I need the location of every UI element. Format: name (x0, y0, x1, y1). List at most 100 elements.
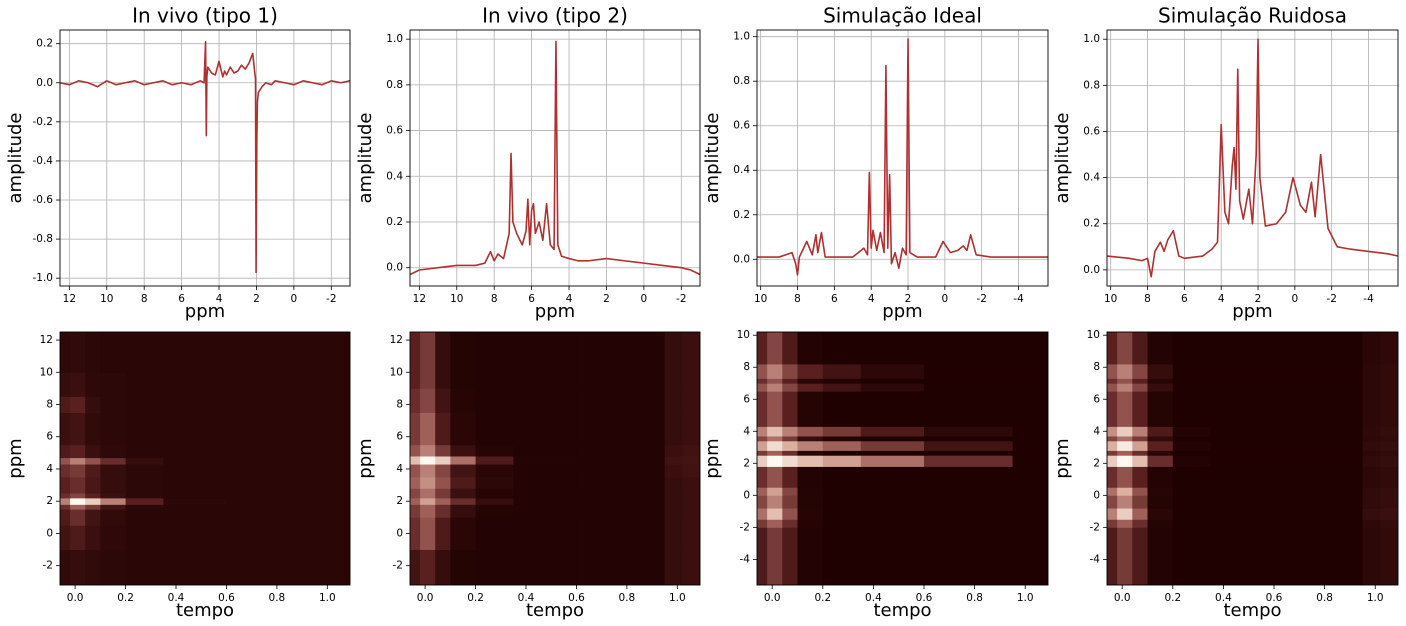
heatmap-cell (226, 332, 316, 373)
heatmap-cell (924, 527, 1013, 585)
heatmap-cell (664, 332, 683, 389)
heatmap-cell (435, 456, 451, 465)
heatmap-cell (822, 440, 862, 451)
heatmap-cell (85, 396, 101, 413)
heatmap-cell (924, 440, 1013, 451)
heatmap-cell (924, 450, 1013, 456)
heatmap-cell (226, 509, 316, 526)
heatmap-cell (782, 364, 798, 379)
heatmap-cell (226, 457, 316, 465)
heatmap-cell (85, 372, 101, 397)
heatmap-cell (125, 457, 164, 465)
heatmap-cell (100, 457, 126, 465)
heatmap-cell (450, 488, 476, 499)
heatmap-cell (797, 487, 824, 496)
x-tick-label: 12 (63, 293, 76, 305)
heatmap-cell (1172, 519, 1212, 528)
y-tick-label: 0.6 (1083, 125, 1100, 137)
heatmap-cell (860, 455, 925, 467)
heatmap-cell (757, 519, 768, 528)
y-tick-label: 8 (46, 399, 53, 411)
heatmap-cell (450, 412, 476, 446)
x-tick-label: 0.6 (1266, 592, 1283, 604)
heatmap-cell (420, 464, 436, 478)
heatmap-cell (1132, 426, 1148, 437)
heatmap-cell (100, 493, 126, 499)
y-tick-label: 1.0 (733, 31, 750, 43)
heatmap-cell (226, 372, 316, 397)
heatmap-cell (1210, 364, 1275, 379)
heatmap-cell (664, 464, 683, 478)
heatmap-cell (782, 332, 798, 365)
heatmap-cell (1362, 364, 1381, 379)
heatmap-cell (60, 464, 71, 478)
heatmap-cell (70, 509, 86, 526)
heatmap-cell (1362, 466, 1381, 488)
heatmap-cell (797, 383, 824, 392)
heatmap-cell (782, 466, 798, 488)
heatmap-cell (420, 517, 436, 550)
heatmap-cell (860, 391, 925, 427)
heatmap-cell (85, 549, 101, 585)
chart-title: In vivo (tipo 2) (482, 4, 628, 28)
heatmap-cell (125, 477, 164, 494)
heatmap-cell (576, 332, 666, 389)
heatmap-cell (822, 519, 862, 528)
heatmap-cell (664, 412, 683, 446)
heatmap-cell (1362, 527, 1381, 585)
y-tick-label: 4 (743, 425, 750, 437)
heatmap-cell (100, 396, 126, 413)
heatmap-cell (100, 509, 126, 526)
heatmap-cell (682, 497, 700, 505)
heatmap-cell (450, 517, 476, 550)
heatmap-cell (1362, 508, 1381, 520)
heatmap-cell (163, 464, 227, 478)
heatmap-cell (1274, 426, 1363, 437)
heatmap-cell (163, 332, 227, 373)
heatmap-cell (420, 388, 436, 413)
heatmap-cell (664, 488, 683, 499)
x-axis-label: ppm (185, 301, 225, 322)
heatmap-cell (682, 388, 700, 413)
heatmap-cell (1380, 364, 1398, 379)
heatmap-cell (1147, 527, 1174, 585)
axes-frame (59, 331, 351, 586)
heatmap-cell (420, 456, 436, 465)
heatmap-cell (767, 455, 783, 467)
heatmap-cell (576, 488, 666, 499)
heatmap-cell (85, 509, 101, 526)
y-tick-label: -2 (740, 521, 750, 533)
heatmap-cell (664, 444, 683, 457)
heatmap-cell (1147, 426, 1174, 437)
heatmap-cell (1147, 508, 1174, 520)
heatmap-cell (1362, 519, 1381, 528)
heatmap-cell (450, 464, 476, 478)
heatmap-cell (682, 332, 700, 389)
heatmap-cell (435, 497, 451, 505)
heatmap-cell (435, 488, 451, 499)
heatmap-cell (822, 487, 862, 496)
heatmap-cell (1172, 527, 1212, 585)
heatmap-cell (314, 444, 333, 459)
heatmap-cell (70, 497, 86, 505)
heatmap-cell (332, 396, 350, 413)
heatmap-cell (924, 436, 1013, 442)
heatmap-cell (475, 549, 514, 585)
subplot: 0.0 0.2 0.4 0.6 0.8 1.0 -4 -2 0 2 4 6 8 10 tempo ppm (702, 329, 1049, 621)
heatmap-cell (70, 332, 86, 373)
heatmap-cell (576, 444, 666, 457)
heatmap-cell (332, 372, 350, 397)
heatmap-cell (1147, 495, 1174, 509)
y-tick-label: 8 (743, 361, 750, 373)
plot-area (757, 30, 1048, 286)
heatmap-cell (576, 477, 666, 489)
heatmap-cell (924, 466, 1013, 488)
y-axis-label: amplitude (5, 113, 26, 204)
heatmap-cell (1107, 440, 1118, 451)
plot-area (1107, 332, 1398, 585)
heatmap-cell (513, 388, 577, 413)
heatmap-cell (70, 372, 86, 397)
x-tick-label: 0.0 (764, 592, 781, 604)
subplot: 0.0 0.2 0.4 0.6 0.8 1.0 -2 0 2 4 6 8 10 12 tempo ppm (355, 331, 701, 621)
heatmap-cell (435, 332, 451, 389)
